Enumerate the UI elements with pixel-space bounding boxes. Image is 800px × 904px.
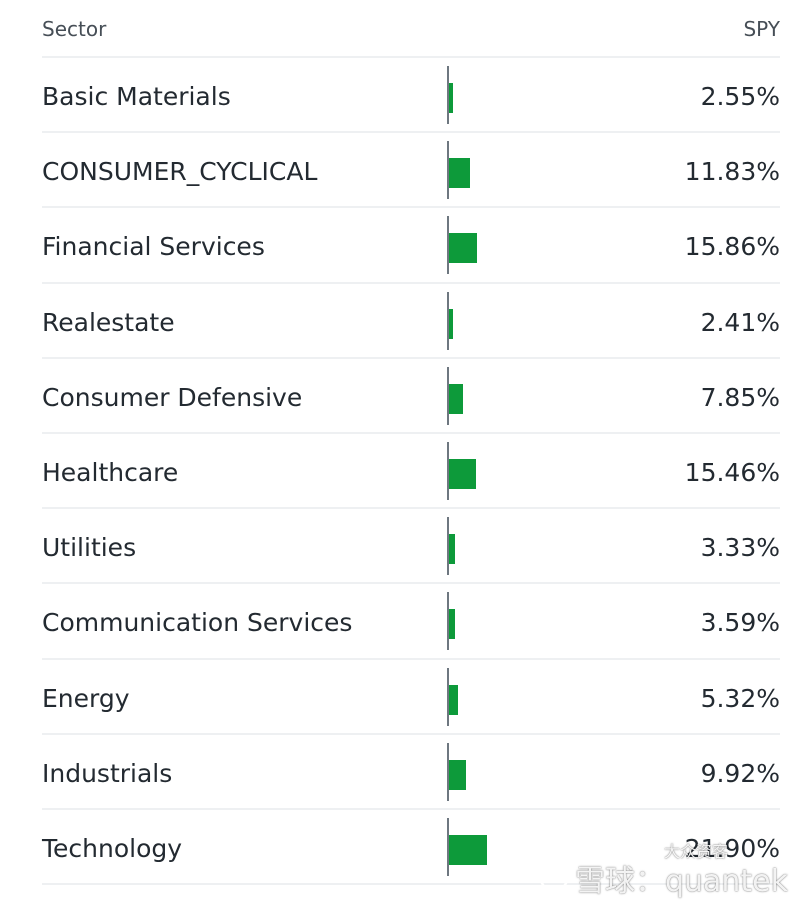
weight-bar-track bbox=[447, 66, 567, 124]
table-row: Utilities 3.33% bbox=[42, 509, 780, 585]
sector-name: Utilities bbox=[42, 533, 137, 563]
weight-bar-track bbox=[447, 141, 567, 200]
sector-name: Technology bbox=[42, 833, 183, 863]
weight-bar-track bbox=[447, 517, 567, 576]
sector-weight-value: 15.86% bbox=[684, 232, 780, 262]
sector-name: Communication Services bbox=[42, 608, 353, 638]
table-header: Sector SPY bbox=[42, 0, 780, 58]
table-row: Communication Services 3.59% bbox=[42, 584, 780, 660]
watermark-small-text: 大众资客 bbox=[663, 842, 728, 861]
sector-weight-value: 3.33% bbox=[700, 533, 780, 563]
sector-name: Healthcare bbox=[42, 457, 179, 487]
bar-axis-line bbox=[447, 441, 449, 500]
weight-bar-track bbox=[447, 592, 567, 651]
sector-name: Consumer Defensive bbox=[42, 382, 303, 412]
sector-rows: Basic Materials 2.55% CONSUMER_CYCLICAL 11.… bbox=[42, 58, 780, 886]
sector-weight-value: 11.83% bbox=[684, 157, 780, 187]
bar-axis-line bbox=[447, 141, 449, 200]
table-row: Basic Materials 2.55% bbox=[42, 58, 780, 134]
sector-name: Industrials bbox=[42, 758, 173, 788]
table-row: CONSUMER_CYCLICAL 11.83% bbox=[42, 133, 780, 209]
bar-axis-line bbox=[447, 291, 449, 350]
xueqiu-logo-icon bbox=[539, 863, 569, 893]
weight-bar-track bbox=[447, 366, 567, 425]
weight-bar-track bbox=[447, 216, 567, 275]
bar-axis-line bbox=[447, 216, 449, 275]
sector-weights-table: Sector SPY Basic Materials 2.55% CONSUMER_… bbox=[42, 0, 780, 886]
weight-bar bbox=[449, 684, 459, 715]
weight-bar bbox=[449, 458, 476, 489]
weight-bar-track bbox=[447, 441, 567, 500]
sector-weight-value: 9.92% bbox=[700, 758, 780, 788]
table-row: Technology 21.90% bbox=[42, 810, 780, 886]
weight-bar bbox=[449, 534, 455, 565]
weight-bar bbox=[449, 383, 463, 414]
weight-bar bbox=[449, 83, 454, 113]
bar-axis-line bbox=[447, 742, 449, 801]
weight-bar bbox=[449, 834, 487, 865]
bar-axis-line bbox=[447, 667, 449, 726]
weight-bar-track bbox=[447, 817, 567, 876]
table-row: Realestate 2.41% bbox=[42, 284, 780, 359]
bar-axis-line bbox=[447, 817, 449, 876]
sector-name: Realestate bbox=[42, 307, 175, 337]
weight-bar bbox=[449, 158, 470, 189]
sector-name: Financial Services bbox=[42, 232, 265, 262]
weight-bar bbox=[449, 759, 467, 790]
weight-bar bbox=[449, 233, 477, 264]
sector-name: CONSUMER_CYCLICAL bbox=[42, 157, 318, 187]
sector-weight-value: 2.41% bbox=[700, 307, 780, 337]
bar-axis-line bbox=[447, 592, 449, 651]
sector-weight-value: 2.55% bbox=[700, 82, 780, 111]
weight-bar-track bbox=[447, 742, 567, 801]
weight-bar-track bbox=[447, 667, 567, 726]
weight-bar bbox=[449, 609, 456, 640]
sector-name: Energy bbox=[42, 683, 130, 713]
sector-weight-value: 3.59% bbox=[700, 608, 780, 638]
sector-weight-value: 7.85% bbox=[700, 382, 780, 412]
weight-bar-track bbox=[447, 291, 567, 350]
watermark: 大众资客 雪球：quantek bbox=[539, 842, 788, 900]
watermark-text: 雪球：quantek bbox=[574, 864, 788, 899]
sector-name: Basic Materials bbox=[42, 82, 231, 111]
table-row: Healthcare 15.46% bbox=[42, 434, 780, 510]
table-row: Consumer Defensive 7.85% bbox=[42, 359, 780, 434]
bar-axis-line bbox=[447, 517, 449, 576]
weight-bar bbox=[449, 308, 454, 339]
sector-weight-value: 21.90% bbox=[684, 833, 780, 863]
spy-column-header: SPY bbox=[743, 17, 780, 41]
bar-axis-line bbox=[447, 366, 449, 425]
sector-weight-value: 5.32% bbox=[700, 683, 780, 713]
table-row: Financial Services 15.86% bbox=[42, 208, 780, 284]
table-row: Industrials 9.92% bbox=[42, 735, 780, 810]
bar-axis-line bbox=[447, 66, 449, 124]
sector-weight-value: 15.46% bbox=[684, 457, 780, 487]
sector-column-header: Sector bbox=[42, 17, 107, 41]
table-row: Energy 5.32% bbox=[42, 660, 780, 735]
